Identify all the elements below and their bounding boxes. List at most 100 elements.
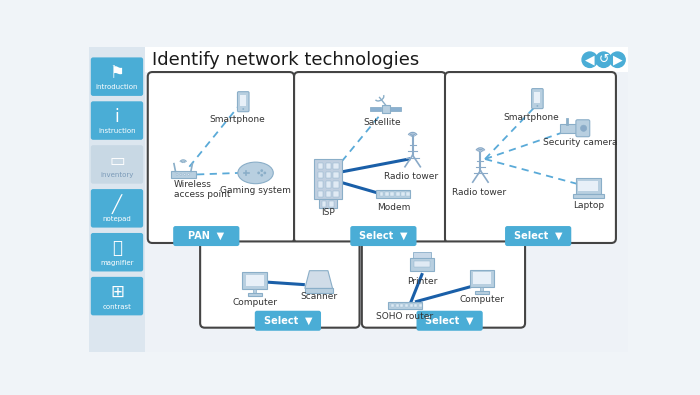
Bar: [330, 201, 334, 207]
FancyBboxPatch shape: [91, 57, 144, 96]
Bar: [391, 192, 394, 196]
Bar: [382, 105, 389, 113]
Text: magnifier: magnifier: [100, 260, 134, 266]
Bar: [333, 163, 339, 169]
Circle shape: [260, 174, 263, 177]
Text: instruction: instruction: [98, 128, 136, 134]
Text: notepad: notepad: [103, 216, 132, 222]
Text: PAN  ▼: PAN ▼: [188, 231, 225, 241]
Circle shape: [260, 169, 263, 172]
Bar: [480, 287, 484, 291]
Bar: [318, 163, 323, 169]
Text: Computer: Computer: [459, 295, 505, 304]
FancyBboxPatch shape: [531, 88, 543, 109]
Circle shape: [176, 173, 178, 175]
Bar: [248, 293, 262, 296]
FancyBboxPatch shape: [91, 145, 144, 184]
Bar: [414, 261, 430, 267]
Bar: [145, 332, 629, 352]
Polygon shape: [305, 271, 332, 288]
Text: Printer: Printer: [407, 277, 437, 286]
Bar: [385, 192, 389, 196]
Bar: [410, 258, 434, 271]
Text: Radio tower: Radio tower: [384, 172, 438, 181]
Circle shape: [180, 173, 182, 175]
Bar: [90, 47, 145, 352]
Bar: [576, 178, 601, 194]
FancyBboxPatch shape: [350, 226, 416, 246]
Text: ⌕: ⌕: [112, 239, 122, 258]
Bar: [240, 95, 246, 106]
Circle shape: [263, 171, 266, 174]
Text: ISP: ISP: [321, 207, 335, 216]
Bar: [405, 304, 408, 307]
Bar: [401, 192, 405, 196]
Bar: [171, 171, 195, 177]
Bar: [395, 192, 400, 196]
Text: ╱: ╱: [112, 195, 122, 214]
Bar: [242, 272, 267, 289]
Text: Gaming system: Gaming system: [220, 186, 291, 195]
FancyBboxPatch shape: [416, 311, 483, 331]
Text: ▶: ▶: [612, 53, 622, 66]
Circle shape: [582, 52, 598, 68]
Bar: [578, 181, 598, 192]
FancyBboxPatch shape: [362, 241, 525, 328]
Circle shape: [580, 125, 587, 131]
Bar: [470, 270, 494, 287]
Text: Satellite: Satellite: [363, 118, 400, 127]
Bar: [326, 163, 331, 169]
Bar: [379, 192, 384, 196]
Text: Identify network technologies: Identify network technologies: [153, 51, 419, 70]
Bar: [475, 291, 489, 294]
Circle shape: [536, 105, 538, 107]
Bar: [326, 172, 331, 178]
FancyBboxPatch shape: [237, 92, 249, 112]
Text: ▭: ▭: [109, 152, 125, 169]
Circle shape: [184, 173, 186, 175]
Text: Select  ▼: Select ▼: [514, 231, 562, 241]
Text: i: i: [115, 108, 119, 126]
Bar: [145, 47, 629, 72]
Text: Select  ▼: Select ▼: [359, 231, 407, 241]
FancyBboxPatch shape: [294, 72, 446, 243]
Text: Computer: Computer: [232, 298, 277, 307]
Bar: [561, 124, 578, 133]
FancyBboxPatch shape: [91, 189, 144, 228]
Bar: [326, 181, 331, 188]
Bar: [333, 181, 339, 188]
FancyBboxPatch shape: [173, 226, 239, 246]
Text: Smartphone: Smartphone: [209, 115, 265, 124]
Bar: [391, 107, 401, 111]
Text: inventory: inventory: [100, 172, 134, 178]
FancyBboxPatch shape: [91, 233, 144, 271]
Bar: [314, 159, 342, 199]
Bar: [400, 304, 403, 307]
Bar: [391, 304, 394, 307]
Circle shape: [258, 171, 260, 174]
Bar: [253, 289, 256, 293]
FancyBboxPatch shape: [148, 72, 294, 243]
Circle shape: [596, 52, 611, 68]
Text: Modem: Modem: [377, 203, 410, 212]
FancyBboxPatch shape: [91, 101, 144, 140]
FancyBboxPatch shape: [255, 311, 321, 331]
Text: Select  ▼: Select ▼: [426, 316, 474, 326]
Text: Laptop: Laptop: [573, 201, 604, 211]
Bar: [305, 288, 332, 293]
Bar: [326, 191, 331, 197]
Text: Wireless
access point: Wireless access point: [174, 180, 230, 199]
Text: Security camera: Security camera: [543, 138, 618, 147]
Bar: [318, 172, 323, 178]
Bar: [318, 191, 323, 197]
Text: contrast: contrast: [102, 304, 132, 310]
Text: introduction: introduction: [96, 85, 138, 90]
Bar: [322, 201, 326, 207]
Bar: [377, 190, 410, 198]
Circle shape: [188, 173, 190, 175]
Text: ⚑: ⚑: [109, 64, 125, 82]
Text: Scanner: Scanner: [300, 292, 337, 301]
FancyBboxPatch shape: [576, 120, 589, 137]
Bar: [333, 191, 339, 197]
FancyBboxPatch shape: [505, 226, 571, 246]
